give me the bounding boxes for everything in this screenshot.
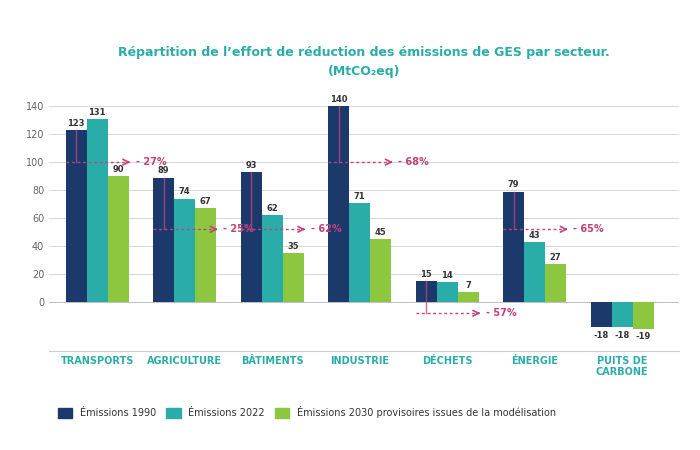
Bar [545, 264, 566, 302]
Text: -18: -18 [615, 331, 630, 340]
Bar [591, 302, 612, 327]
Bar [328, 106, 349, 302]
Text: (MtCO₂eq): (MtCO₂eq) [328, 65, 400, 78]
Text: 27: 27 [550, 253, 561, 262]
Bar [87, 119, 108, 302]
Text: 14: 14 [441, 271, 453, 280]
Text: 79: 79 [508, 180, 519, 189]
Text: 71: 71 [354, 192, 365, 201]
Text: 35: 35 [287, 242, 299, 251]
Bar [633, 302, 654, 328]
Bar [241, 172, 262, 302]
Text: -19: -19 [636, 332, 651, 341]
Bar [370, 239, 391, 302]
Bar [416, 281, 437, 302]
Bar [108, 176, 129, 302]
Text: 62: 62 [266, 204, 278, 213]
Text: Répartition de l’effort de réduction des émissions de GES par secteur.: Répartition de l’effort de réduction des… [118, 46, 610, 59]
Text: - 68%: - 68% [398, 157, 429, 167]
Text: 90: 90 [113, 165, 124, 174]
Text: - 25%: - 25% [223, 224, 253, 234]
Bar [153, 178, 174, 302]
Bar [458, 292, 479, 302]
Text: 67: 67 [199, 197, 211, 206]
Text: 43: 43 [528, 231, 540, 240]
Legend: Émissions 1990, Émissions 2022, Émissions 2030 provisoires issues de la modélisa: Émissions 1990, Émissions 2022, Émission… [54, 402, 560, 422]
Text: - 62%: - 62% [311, 224, 342, 234]
Text: 123: 123 [67, 119, 85, 128]
Text: 74: 74 [178, 187, 190, 196]
Text: 131: 131 [88, 108, 106, 117]
Text: 7: 7 [466, 281, 471, 290]
Text: - 27%: - 27% [136, 157, 167, 167]
Text: 15: 15 [420, 270, 432, 279]
Text: 45: 45 [374, 228, 386, 237]
Bar [437, 283, 458, 302]
Text: - 65%: - 65% [573, 224, 604, 234]
Text: -18: -18 [594, 331, 609, 340]
Bar [283, 253, 304, 302]
Bar [349, 202, 370, 302]
Text: 140: 140 [330, 95, 347, 104]
Text: 89: 89 [158, 166, 169, 176]
Bar [503, 192, 524, 302]
Bar [174, 198, 195, 302]
Bar [66, 130, 87, 302]
Bar [612, 302, 633, 327]
Text: 93: 93 [246, 161, 257, 170]
Text: - 57%: - 57% [486, 308, 517, 318]
Bar [195, 208, 216, 302]
Bar [262, 215, 283, 302]
Bar [524, 242, 545, 302]
